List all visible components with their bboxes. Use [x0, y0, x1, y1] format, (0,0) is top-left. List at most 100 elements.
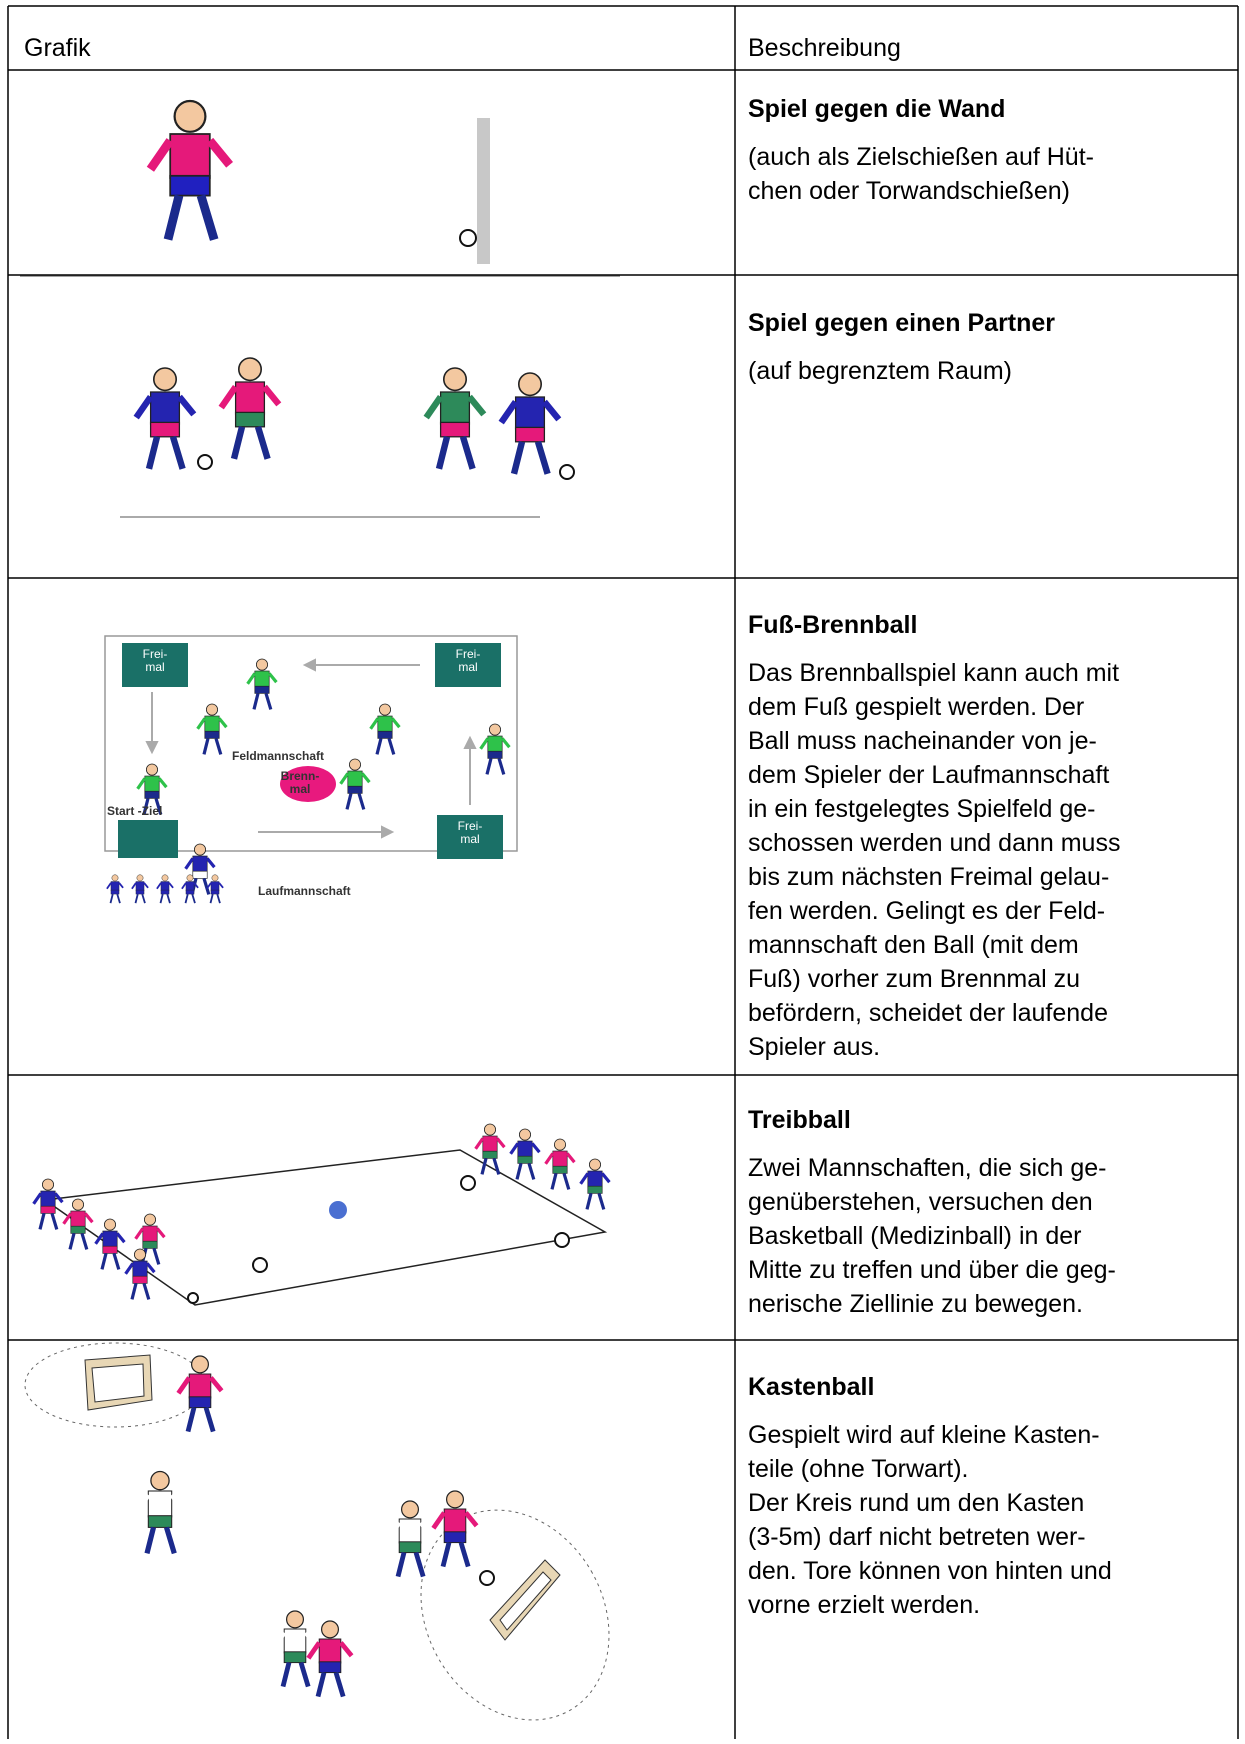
freimal-box: [437, 815, 503, 859]
head: [186, 874, 194, 882]
description-line: chen oder Torwandschießen): [748, 177, 1070, 205]
player: [271, 1610, 319, 1688]
shorts: [149, 421, 181, 438]
shorts: [110, 889, 120, 895]
head: [588, 1158, 602, 1171]
description-line: mannschaft den Ball (mit dem: [748, 931, 1079, 959]
legs: [280, 1661, 311, 1688]
arms: [124, 1262, 156, 1275]
arms: [271, 1631, 319, 1650]
shorts: [144, 790, 160, 799]
head: [445, 1490, 465, 1509]
wall: [477, 118, 490, 264]
freimal-label: mal: [458, 660, 477, 674]
arrow-head: [302, 658, 316, 672]
freimal-label: Frei-: [456, 647, 481, 661]
shirt: [110, 881, 120, 891]
legs: [585, 1192, 606, 1210]
head: [400, 1500, 420, 1519]
shirt: [160, 881, 170, 891]
arms: [479, 737, 511, 750]
player: [431, 1490, 479, 1568]
shirt: [135, 881, 145, 891]
treibball-field: [42, 1149, 608, 1306]
description-line: dem Spieler der Laufmannschaft: [748, 761, 1109, 789]
legs: [100, 1252, 121, 1270]
shorts: [210, 889, 220, 895]
shirt: [132, 1260, 148, 1278]
player: [131, 874, 149, 904]
legs: [510, 440, 551, 475]
player: [306, 1620, 354, 1698]
legs: [202, 737, 223, 755]
run-team-label: Laufmannschaft: [258, 884, 351, 898]
freimal-label: mal: [460, 832, 479, 846]
goal-box: [84, 1354, 153, 1411]
shorts: [587, 1185, 603, 1194]
shirt: [443, 1508, 467, 1534]
shorts: [517, 1155, 533, 1164]
shirt: [169, 133, 211, 179]
player: [423, 367, 487, 470]
row-title: Fuß-Brennball: [748, 611, 917, 639]
head: [285, 1610, 305, 1629]
legs: [550, 1172, 571, 1190]
player: [124, 1248, 156, 1300]
medizinball: [329, 1201, 347, 1219]
arms: [134, 1227, 166, 1240]
shirt: [587, 1170, 603, 1188]
head: [173, 99, 207, 133]
head: [152, 367, 178, 392]
player: [134, 1470, 186, 1555]
shorts: [147, 1515, 173, 1528]
player: [62, 1198, 94, 1250]
shirt: [185, 881, 195, 891]
arms: [184, 857, 216, 870]
description-line: Zwei Mannschaften, die sich ge-: [748, 1154, 1107, 1182]
head: [553, 1138, 567, 1151]
shorts: [188, 1396, 212, 1409]
shorts: [142, 1240, 158, 1249]
shirt: [142, 1225, 158, 1243]
legs: [163, 194, 219, 241]
player: [479, 723, 511, 775]
head: [237, 357, 263, 382]
shorts: [377, 730, 393, 739]
arms: [131, 882, 149, 890]
description-line: den. Tore können von hinten und: [748, 1557, 1112, 1585]
ball: [554, 1232, 570, 1248]
ball: [479, 1570, 495, 1586]
player: [181, 874, 199, 904]
ball: [197, 454, 213, 470]
arms: [94, 1232, 126, 1245]
ball: [187, 1292, 199, 1304]
freimal-box: [435, 643, 501, 687]
shirt: [254, 670, 270, 688]
legs: [230, 425, 271, 460]
head: [488, 723, 502, 736]
legs: [345, 792, 366, 810]
arms: [181, 882, 199, 890]
shirt: [147, 1490, 173, 1518]
brennmal-label: Brenn-: [281, 769, 320, 783]
legs: [185, 1406, 216, 1433]
arms: [339, 772, 371, 785]
player: [218, 357, 282, 460]
legs: [252, 692, 273, 710]
shirt: [514, 396, 546, 430]
arms: [423, 394, 487, 420]
description-line: Basketball (Medizinball) in der: [748, 1222, 1081, 1250]
arms: [133, 394, 197, 420]
legs: [134, 893, 146, 904]
arms: [206, 882, 224, 890]
shirt: [204, 715, 220, 733]
player: [146, 99, 234, 241]
shorts: [169, 174, 211, 197]
goal-circle: [24, 1342, 206, 1428]
header-cell: Grafik: [24, 34, 91, 62]
freimal-label: mal: [145, 660, 164, 674]
head: [111, 874, 119, 882]
shorts: [40, 1205, 56, 1214]
description-line: Fuß) vorher zum Brennmal zu: [748, 965, 1080, 993]
head: [378, 703, 392, 716]
